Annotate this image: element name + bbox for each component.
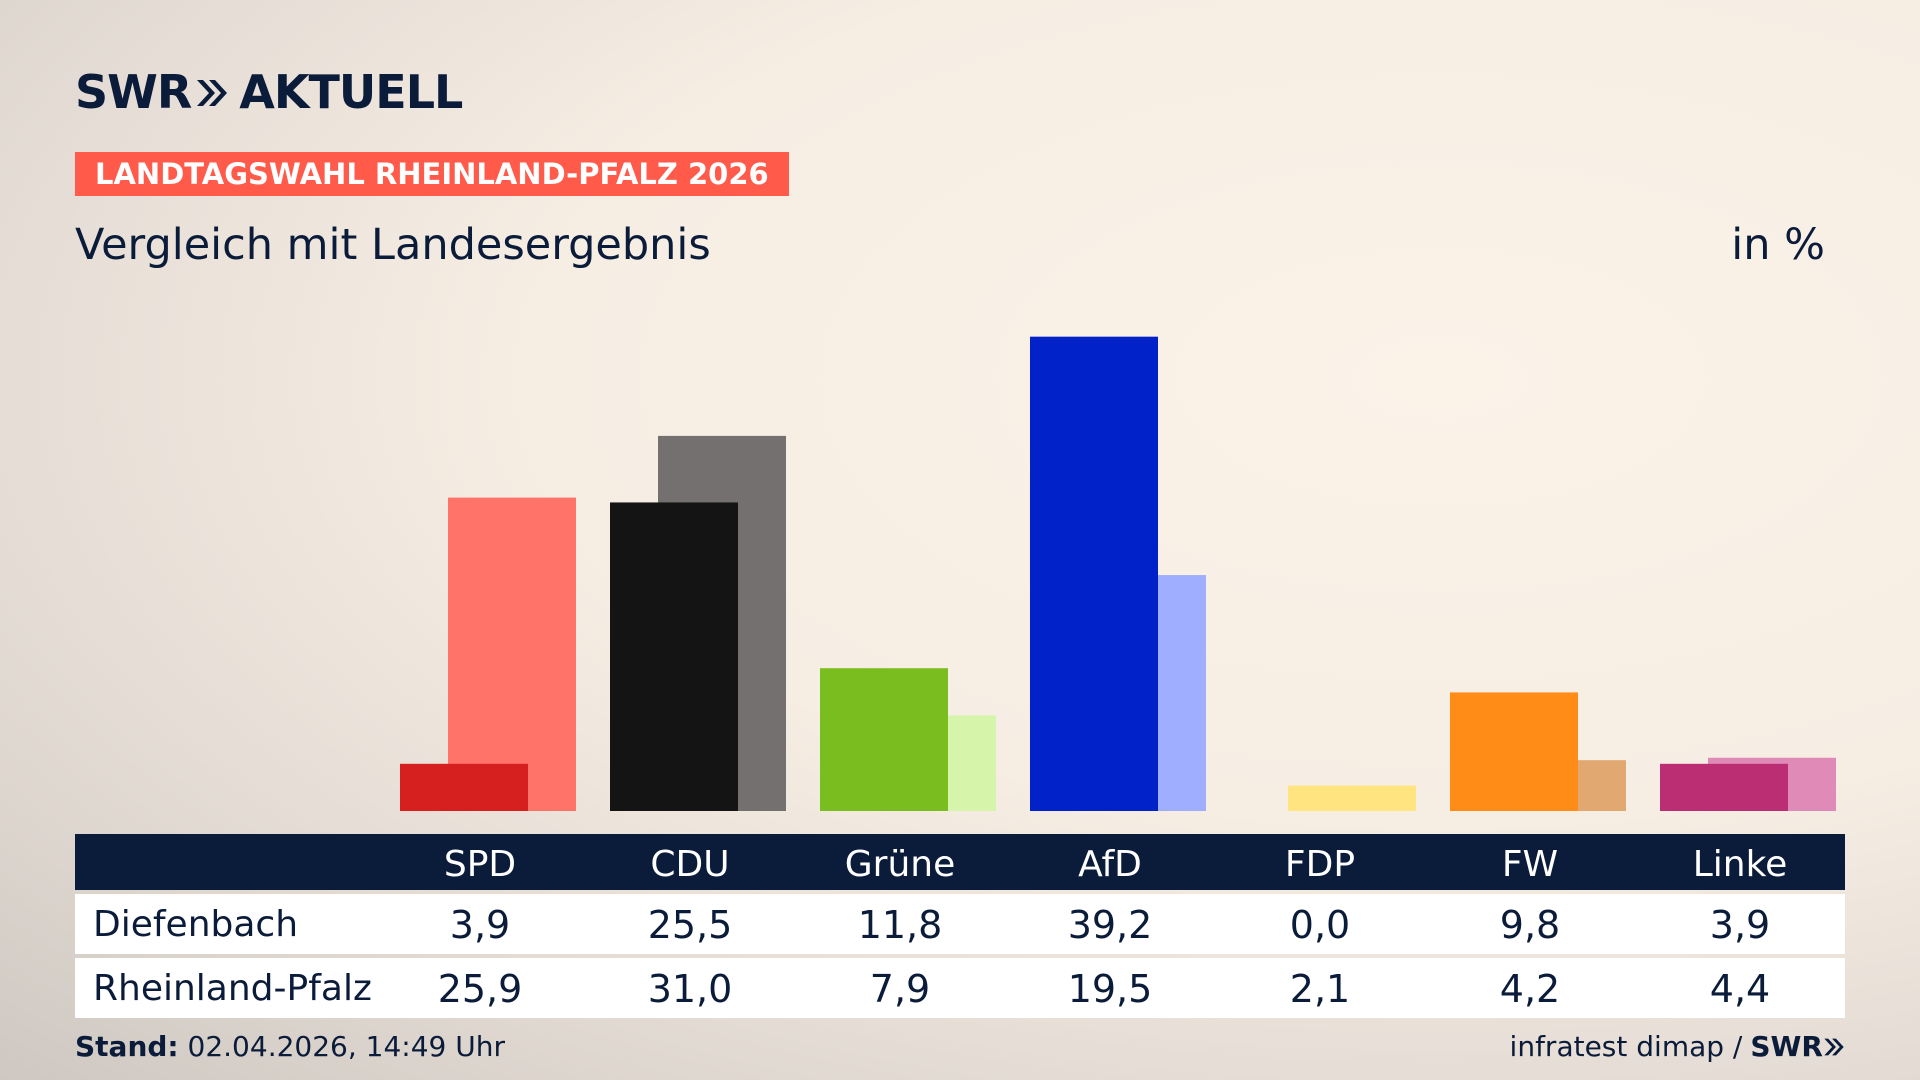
row-label: Diefenbach xyxy=(93,904,299,945)
table-cell: 3,9 xyxy=(1709,903,1771,947)
column-header: FW xyxy=(1501,844,1559,885)
column-header: Linke xyxy=(1692,844,1788,885)
table-cell: 25,5 xyxy=(647,903,733,947)
stand-value: 02.04.2026, 14:49 Uhr xyxy=(187,1030,505,1063)
table-cell: 39,2 xyxy=(1067,903,1153,947)
bar-diefenbach-linke xyxy=(1660,763,1788,811)
double-chevron-icon xyxy=(195,65,229,119)
table-cell: 31,0 xyxy=(647,967,733,1011)
bar-rheinland-pfalz-spd xyxy=(448,497,576,811)
logo-aktuell: AKTUELL xyxy=(239,65,463,119)
footer-swr-logo: SWR xyxy=(1750,1030,1823,1063)
bar-diefenbach-spd xyxy=(400,763,528,811)
double-chevron-icon xyxy=(1824,1038,1844,1055)
table-cell: 19,5 xyxy=(1067,967,1153,1011)
source-label: infratest dimap / xyxy=(1509,1030,1743,1063)
stand-label: Stand: xyxy=(75,1030,179,1063)
table-cell: 25,9 xyxy=(437,967,523,1011)
chart-subtitle: Vergleich mit Landesergebnis xyxy=(75,220,711,270)
bar-chart xyxy=(400,336,1836,811)
table-cell: 7,9 xyxy=(869,967,931,1011)
column-header: SPD xyxy=(443,844,517,885)
bar-diefenbach-grüne xyxy=(820,668,948,811)
timestamp: Stand: 02.04.2026, 14:49 Uhr xyxy=(75,1030,505,1063)
bar-rheinland-pfalz-fdp xyxy=(1288,785,1416,811)
bar-diefenbach-cdu xyxy=(610,502,738,811)
column-header: FDP xyxy=(1284,844,1356,885)
table-cell: 3,9 xyxy=(449,903,511,947)
column-header: AfD xyxy=(1078,844,1142,885)
table-cell: 4,4 xyxy=(1709,967,1771,1011)
table-cell: 11,8 xyxy=(857,903,943,947)
bar-diefenbach-afd xyxy=(1030,336,1158,811)
row-label: Rheinland-Pfalz xyxy=(93,968,372,1009)
table-row: Rheinland-Pfalz 25,9 31,0 7,9 19,5 2,1 4,2 4,4 xyxy=(75,958,1845,1018)
election-badge: LANDTAGSWAHL RHEINLAND-PFALZ 2026 xyxy=(75,152,789,196)
table-row: Diefenbach 3,9 25,5 11,8 39,2 0,0 9,8 3,9 xyxy=(75,894,1845,954)
bar-diefenbach-fw xyxy=(1450,692,1578,811)
table-cell: 0,0 xyxy=(1289,903,1351,947)
table-header: SPD CDU Grüne AfD FDP FW Linke xyxy=(75,834,1845,890)
logo-swr: SWR xyxy=(75,65,192,119)
results-table: SPD CDU Grüne AfD FDP FW Linke Diefenbach 3,9 2… xyxy=(75,834,1845,1018)
unit-label: in % xyxy=(1731,220,1825,270)
table-cell: 4,2 xyxy=(1499,967,1561,1011)
source: infratest dimap / SWR xyxy=(1510,1030,1845,1063)
column-header: Grüne xyxy=(844,844,956,885)
table-cell: 9,8 xyxy=(1499,903,1561,947)
column-header: CDU xyxy=(650,844,730,885)
swr-aktuell-logo: SWR AKTUELL xyxy=(75,64,463,120)
table-cell: 2,1 xyxy=(1289,967,1351,1011)
